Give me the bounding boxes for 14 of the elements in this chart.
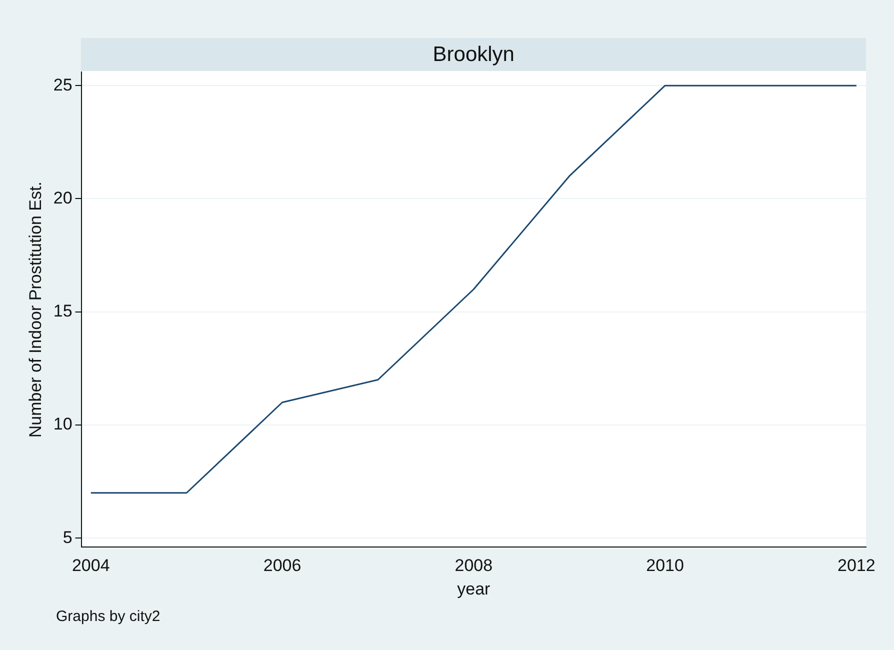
y-tick-label: 20 [53,188,72,208]
y-tick-label: 15 [53,302,72,321]
text: Graphs by city2 [56,608,160,625]
y-tick-label: 25 [53,75,72,94]
x-axis-title: year [457,579,491,598]
x-tick-label: 2008 [454,556,493,576]
x-tick-label: 2012 [838,556,876,576]
y-tick-label: 10 [53,414,72,434]
chart-title: Brooklyn [81,38,866,71]
y-axis-title: Number of Indoor Prostitution Est. [26,182,45,438]
x-tick-label: 2010 [646,556,684,576]
y-tick-label: 5 [62,528,72,547]
x-tick-label: 2006 [263,556,302,576]
x-tick-label: 2004 [72,556,110,576]
